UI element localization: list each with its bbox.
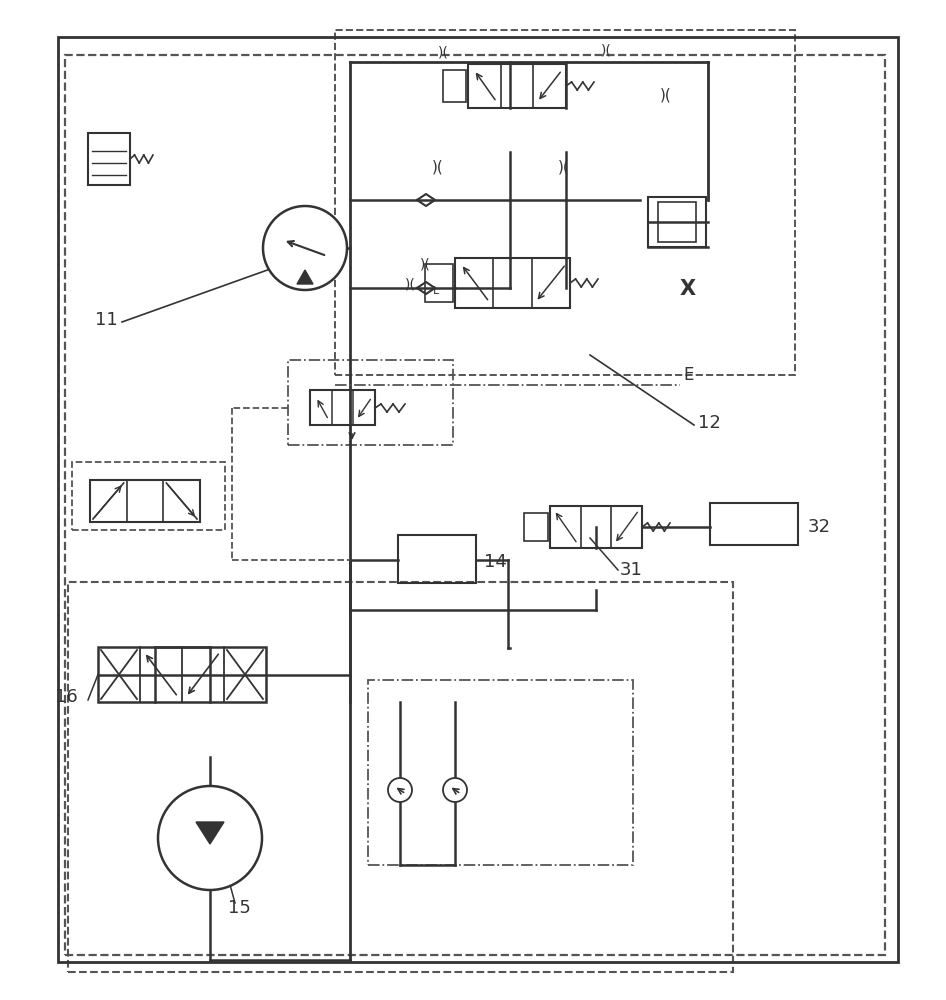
Text: )(: )( [660, 88, 672, 103]
Circle shape [263, 206, 347, 290]
Text: 12: 12 [698, 414, 721, 432]
Bar [524, 513, 548, 541]
Circle shape [388, 778, 412, 802]
Bar [88, 133, 130, 185]
Polygon shape [297, 270, 313, 284]
Text: )(: )( [432, 160, 444, 175]
Text: 15: 15 [228, 899, 251, 917]
Bar [310, 390, 375, 425]
Text: 16: 16 [55, 688, 78, 706]
Text: )(: )( [420, 257, 430, 271]
Bar [68, 582, 733, 972]
Circle shape [443, 778, 467, 802]
Bar [335, 30, 795, 375]
Bar [98, 647, 266, 702]
Bar [443, 70, 466, 102]
Bar [648, 197, 706, 247]
Text: 31: 31 [620, 561, 643, 579]
Circle shape [158, 786, 262, 890]
Text: 14: 14 [484, 553, 507, 571]
Bar [368, 680, 633, 865]
Text: E: E [683, 366, 693, 384]
Bar [425, 264, 453, 302]
Text: )(: )( [405, 278, 416, 292]
Bar [658, 202, 696, 242]
Bar [58, 37, 898, 962]
Bar [288, 360, 453, 445]
Text: )(: )( [601, 43, 612, 57]
Bar [398, 535, 476, 583]
Bar [72, 462, 225, 530]
Bar [550, 506, 642, 548]
Bar [710, 503, 798, 545]
Bar [65, 55, 885, 955]
Polygon shape [196, 822, 224, 844]
Bar [455, 258, 570, 308]
Text: )(: )( [558, 160, 569, 175]
Text: 32: 32 [808, 518, 831, 536]
Bar [90, 480, 200, 522]
Text: L: L [433, 286, 439, 296]
Text: 11: 11 [95, 311, 117, 329]
Text: X: X [680, 279, 696, 299]
Text: )(: )( [438, 45, 448, 59]
Bar [468, 64, 566, 108]
